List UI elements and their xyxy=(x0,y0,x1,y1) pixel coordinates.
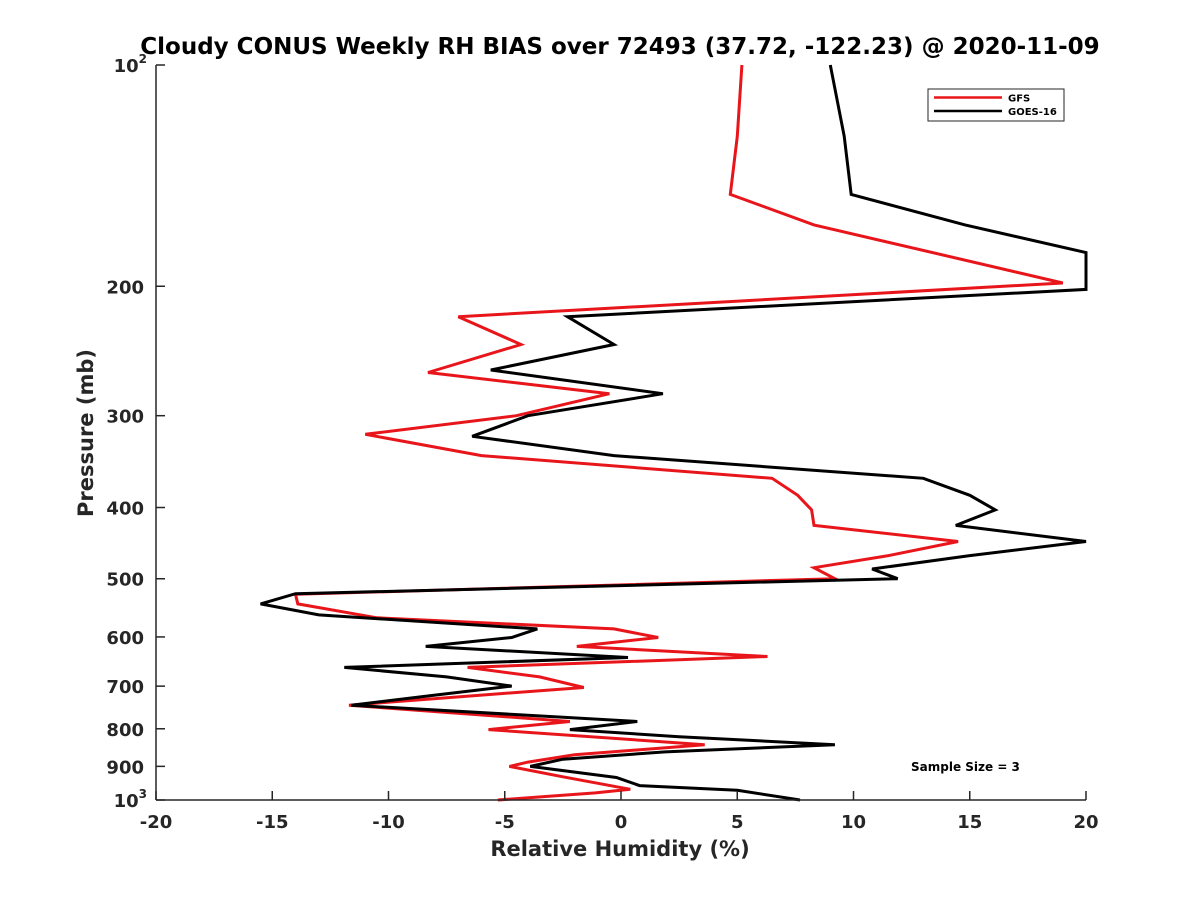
chart-title: Cloudy CONUS Weekly RH BIAS over 72493 (… xyxy=(140,34,1099,60)
plot-area: -20 -15 -10 -5 0 5 10 15 20 102 200 300 400 500 600 70… xyxy=(106,52,1098,833)
y-tick-label: 200 xyxy=(106,277,144,298)
y-tick-label: 400 xyxy=(106,499,144,520)
legend-label-goes-16: GOES-16 xyxy=(1008,107,1057,118)
y-axis-ticks: 102 200 300 400 500 600 700 800 900 103 xyxy=(106,52,165,812)
y-tick-label: 700 xyxy=(106,677,144,698)
series-line-gfs xyxy=(293,64,1064,802)
x-tick-label: 5 xyxy=(731,812,744,833)
y-tick-label: 600 xyxy=(106,628,144,649)
legend-label-gfs: GFS xyxy=(1008,94,1030,105)
x-tick-label: 10 xyxy=(841,812,866,833)
x-tick-label: 0 xyxy=(615,812,628,833)
y-tick-label: 103 xyxy=(114,787,147,812)
x-tick-label: -5 xyxy=(495,812,515,833)
series-layer xyxy=(260,64,1088,802)
x-axis-label: Relative Humidity (%) xyxy=(490,837,749,861)
sample-size-annotation: Sample Size = 3 xyxy=(911,760,1020,774)
series-line-goes-16 xyxy=(260,64,1088,802)
legend-box xyxy=(927,88,1065,122)
y-tick-label: 102 xyxy=(114,52,147,77)
y-tick-label: 800 xyxy=(106,720,144,741)
x-tick-label: -10 xyxy=(372,812,405,833)
x-tick-label: -20 xyxy=(140,812,173,833)
y-tick-label: 300 xyxy=(106,407,144,428)
x-axis-ticks: -20 -15 -10 -5 0 5 10 15 20 xyxy=(140,791,1099,833)
x-tick-label: 15 xyxy=(957,812,982,833)
x-tick-label: 20 xyxy=(1073,812,1098,833)
legend: GFS GOES-16 xyxy=(927,88,1065,122)
x-tick-label: -15 xyxy=(256,812,289,833)
y-tick-label: 500 xyxy=(106,570,144,591)
y-axis-label: Pressure (mb) xyxy=(74,349,98,517)
y-tick-label: 900 xyxy=(106,757,144,778)
